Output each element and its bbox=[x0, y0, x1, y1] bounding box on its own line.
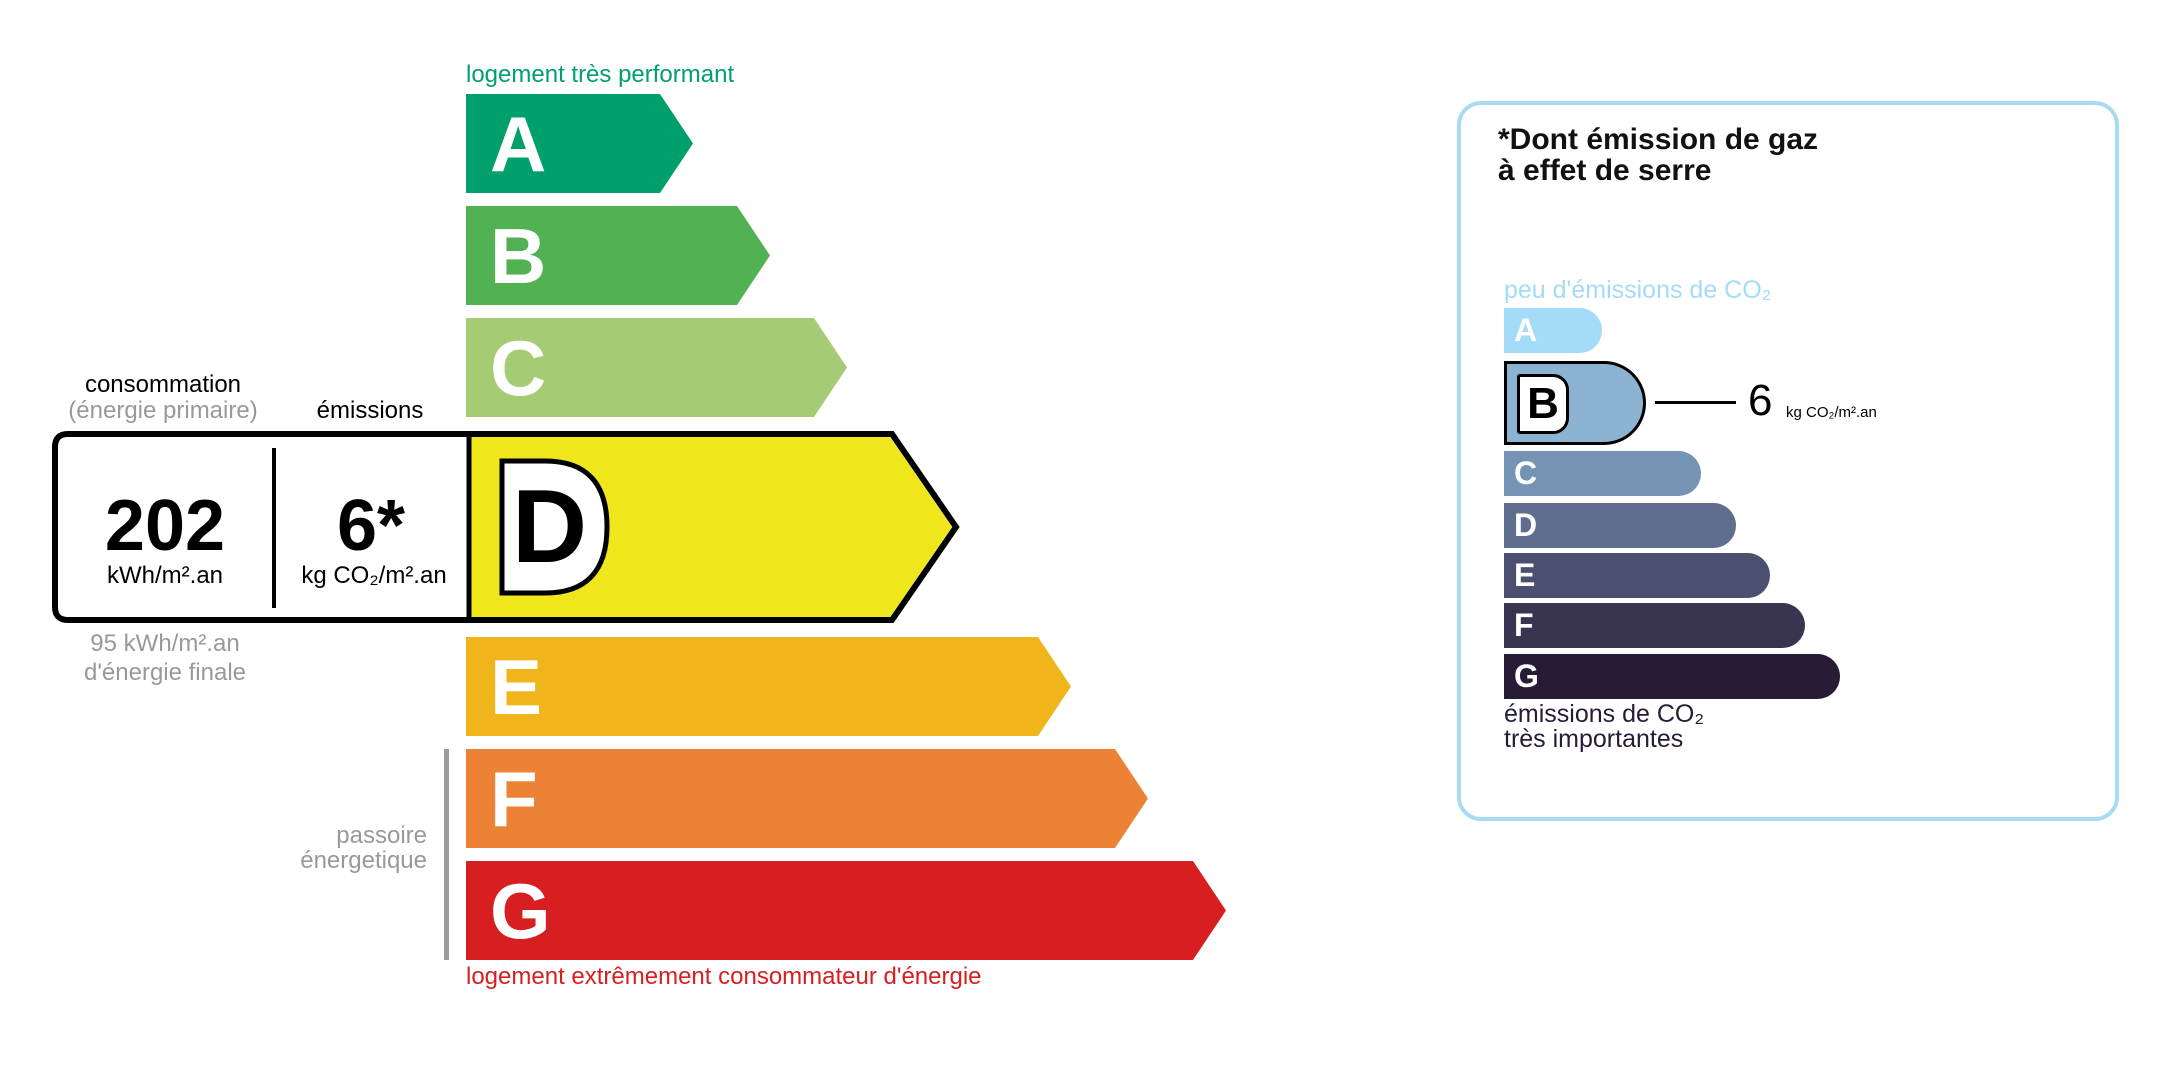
emissions-unit: kg CO₂/m².an bbox=[301, 562, 447, 589]
ges-bottom-label-1: émissions de CO₂ bbox=[1504, 700, 1705, 728]
ges-title-line1: *Dont émission de gaz bbox=[1498, 123, 1819, 156]
energy-class-a: A bbox=[466, 94, 693, 193]
class-letter: E bbox=[490, 643, 543, 731]
energy-class-f: F bbox=[466, 749, 1148, 848]
consumption-value: 202 bbox=[104, 486, 226, 566]
class-letter: F bbox=[490, 755, 538, 843]
ges-bottom-label-2: très importantes bbox=[1504, 725, 1684, 753]
passoire-bracket bbox=[444, 749, 449, 960]
energy-class-b: B bbox=[466, 206, 770, 305]
consumption-unit: kWh/m².an bbox=[106, 562, 224, 589]
ges-class-d: D bbox=[1504, 503, 1736, 548]
energy-class-e: E bbox=[466, 637, 1071, 736]
current-ges-letter: B bbox=[1517, 374, 1569, 434]
ges-panel bbox=[1457, 101, 2119, 821]
consumption-label: consommation bbox=[84, 371, 242, 398]
ges-value: 6 bbox=[1748, 376, 1773, 425]
ges-pointer-line bbox=[1655, 401, 1736, 404]
class-letter: C bbox=[1514, 455, 1538, 491]
final-energy-value: 95 kWh/m².an bbox=[90, 630, 240, 657]
emissions-label: émissions bbox=[316, 397, 424, 424]
class-letter: E bbox=[1514, 557, 1536, 593]
class-letter: F bbox=[1514, 607, 1534, 643]
ges-class-a: A bbox=[1504, 308, 1602, 353]
emissions-value: 6* bbox=[336, 486, 406, 566]
bottom-label: logement extrêmement consommateur d'éner… bbox=[466, 963, 982, 990]
energy-class-g: G bbox=[466, 861, 1226, 960]
ges-class-g: G bbox=[1504, 654, 1840, 699]
final-energy-label: d'énergie finale bbox=[83, 659, 247, 686]
current-class-letter: D bbox=[512, 469, 588, 585]
ges-class-e: E bbox=[1504, 553, 1770, 598]
class-letter: C bbox=[490, 324, 547, 412]
consumption-sublabel: (énergie primaire) bbox=[68, 397, 258, 424]
energy-class-c: C bbox=[466, 318, 847, 417]
ges-unit: kg CO₂/m².an bbox=[1786, 404, 1877, 421]
class-letter: G bbox=[1514, 658, 1539, 694]
ges-title-line2: à effet de serre bbox=[1498, 154, 1712, 187]
ges-top-label: peu d'émissions de CO₂ bbox=[1504, 276, 1772, 304]
ges-class-c: C bbox=[1504, 451, 1701, 496]
class-letter: A bbox=[490, 100, 547, 188]
passoire-label-1: passoire bbox=[336, 822, 427, 849]
passoire-label-2: énergetique bbox=[300, 847, 427, 874]
ges-class-f: F bbox=[1504, 603, 1805, 648]
class-letter: G bbox=[490, 867, 551, 955]
current-class-box bbox=[52, 431, 960, 623]
class-letter: A bbox=[1514, 312, 1538, 348]
ges-class-b-current: B bbox=[1504, 361, 1646, 445]
ges-title: *Dont émission de gaz à effet de serre bbox=[1498, 124, 1818, 186]
class-letter: B bbox=[490, 212, 547, 300]
class-letter: D bbox=[1514, 507, 1538, 543]
top-label: logement très performant bbox=[466, 61, 735, 88]
